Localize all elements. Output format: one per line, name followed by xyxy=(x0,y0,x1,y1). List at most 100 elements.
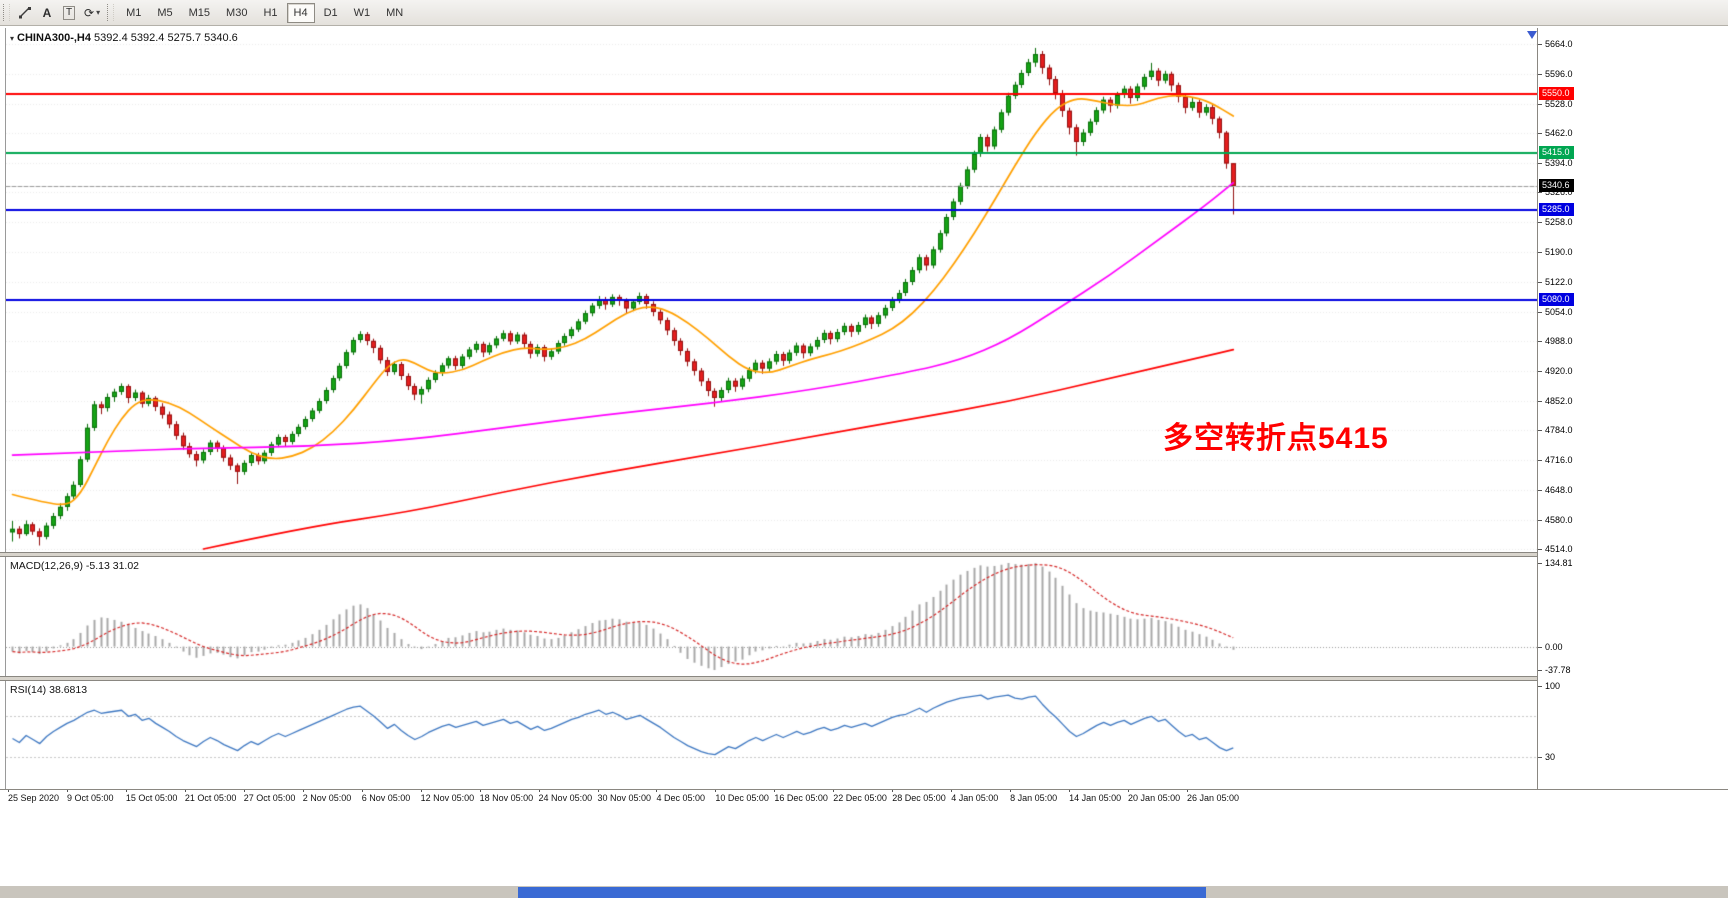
time-axis-label: 18 Nov 05:00 xyxy=(479,793,534,803)
trendline-tool-button[interactable] xyxy=(15,3,35,23)
rsi-panel-area[interactable] xyxy=(6,681,1537,789)
text-tool-button[interactable]: A xyxy=(37,3,57,23)
macd-axis-label: 0.00 xyxy=(1545,641,1563,652)
time-axis-label: 2 Nov 05:00 xyxy=(302,793,352,803)
axis-tick xyxy=(1538,73,1542,75)
axis-tick xyxy=(1538,103,1542,105)
axis-tick xyxy=(538,789,540,792)
time-axis-label: 20 Jan 05:00 xyxy=(1128,793,1181,803)
axis-tick xyxy=(1538,44,1542,45)
price-axis-label: 5462.0 xyxy=(1545,127,1573,138)
rsi-title: RSI(14) 38.6813 xyxy=(10,684,87,696)
axis-tick xyxy=(1538,549,1542,550)
axis-tick xyxy=(1538,686,1542,687)
panel-splitter[interactable] xyxy=(0,676,1728,681)
price-axis-label: 5190.0 xyxy=(1545,247,1573,258)
price-axis-label: 5664.0 xyxy=(1545,39,1573,49)
axis-tick xyxy=(1069,789,1071,792)
axis-tick xyxy=(1538,311,1542,313)
time-axis-label: 15 Oct 05:00 xyxy=(125,793,178,803)
price-axis-label: 4920.0 xyxy=(1545,365,1573,376)
panel-splitter[interactable] xyxy=(0,552,1728,557)
macd-value-main: -5.13 xyxy=(85,560,110,572)
axis-tick xyxy=(184,789,186,792)
axis-tick xyxy=(1538,162,1542,164)
macd-panel-area[interactable] xyxy=(6,557,1537,676)
axis-tick xyxy=(951,789,953,792)
axis-tick xyxy=(1538,563,1542,564)
macd-axis-label: 134.81 xyxy=(1545,558,1573,568)
time-axis-label: 9 Oct 05:00 xyxy=(66,793,114,803)
axis-tick xyxy=(1538,430,1542,432)
axis-tick xyxy=(1538,460,1542,462)
timeframe-m5-button[interactable]: M5 xyxy=(150,3,179,23)
toolbar-grip[interactable] xyxy=(107,4,115,21)
time-axis-label: 10 Dec 05:00 xyxy=(715,793,769,803)
timeframe-mn-button[interactable]: MN xyxy=(379,3,410,23)
timeframe-w1-button[interactable]: W1 xyxy=(347,3,378,23)
price-axis-label: 4852.0 xyxy=(1545,395,1573,406)
text-tool-label: A xyxy=(42,5,52,20)
timeframe-m30-button[interactable]: M30 xyxy=(219,3,254,23)
hline-price-badge: 5285.0 xyxy=(1539,203,1574,217)
scale-separator xyxy=(1537,28,1538,789)
rsi-axis-label: 30 xyxy=(1545,751,1556,762)
timeframe-h1-button[interactable]: H1 xyxy=(256,3,284,23)
timeframe-m1-button[interactable]: M1 xyxy=(119,3,148,23)
axis-tick xyxy=(833,789,835,792)
axis-tick xyxy=(420,789,422,792)
price-scale[interactable]: 5664.0 5596.0 5528.0 5462.0 5394.0 5326.0 5258… xyxy=(1537,28,1728,789)
price-axis-label: 5326.0 xyxy=(1545,187,1573,198)
price-axis-label: 5054.0 xyxy=(1545,306,1573,317)
collapse-triangle-icon[interactable]: ▾ xyxy=(10,34,15,43)
hline-price-badge: 5080.0 xyxy=(1539,293,1574,307)
price-axis-label: 4716.0 xyxy=(1545,455,1573,466)
axis-tick xyxy=(1538,192,1542,194)
timeframe-h4-button[interactable]: H4 xyxy=(286,2,315,23)
timeframe-m15-button[interactable]: M15 xyxy=(182,3,217,23)
label-tool-button[interactable]: T xyxy=(59,3,79,23)
time-axis-label: 4 Dec 05:00 xyxy=(656,793,705,803)
chart-shift-marker-icon[interactable] xyxy=(1527,31,1537,39)
axis-tick xyxy=(1538,370,1542,372)
time-axis-label: 8 Jan 05:00 xyxy=(1010,793,1058,803)
bottom-bar-highlight xyxy=(518,887,1206,898)
axis-tick xyxy=(479,789,481,792)
price-axis-label: 5122.0 xyxy=(1545,277,1573,287)
macd-value-signal: 31.02 xyxy=(112,560,140,572)
axis-tick xyxy=(302,789,304,792)
hline-price-badge: 5415.0 xyxy=(1539,146,1574,160)
axis-tick xyxy=(1538,400,1542,402)
axis-tick xyxy=(715,789,717,792)
price-axis-label: 5258.0 xyxy=(1545,217,1573,228)
price-axis-label: 5528.0 xyxy=(1545,98,1573,109)
axis-tick xyxy=(656,789,658,792)
axis-tick xyxy=(1538,520,1542,522)
time-axis-label: 4 Jan 05:00 xyxy=(951,793,999,803)
main-chart-area[interactable] xyxy=(6,28,1537,552)
axis-tick xyxy=(243,789,245,792)
cycles-tool-button[interactable]: ⟳ ▾ xyxy=(81,3,103,23)
toolbar-grip[interactable] xyxy=(3,4,10,21)
macd-label: MACD(12,26,9) xyxy=(10,560,83,572)
time-axis-label: 30 Nov 05:00 xyxy=(597,793,652,803)
price-axis-label: 4988.0 xyxy=(1545,335,1573,346)
time-axis-divider xyxy=(0,789,1728,790)
trendline-icon xyxy=(19,6,31,18)
time-scale[interactable]: 25 Sep 2020 9 Oct 05:00 15 Oct 05:00 21 Oct… xyxy=(0,789,1537,811)
timeframe-d1-button[interactable]: D1 xyxy=(317,3,345,23)
axis-tick xyxy=(1538,282,1542,283)
price-axis-label: 4514.0 xyxy=(1545,544,1573,554)
macd-axis-label: -37.78 xyxy=(1545,665,1571,675)
axis-tick xyxy=(1187,789,1188,792)
chart-title: ▾ CHINA300-,H4 5392.4 5392.4 5275.7 5340.… xyxy=(10,32,238,44)
hline-price-badge: 5550.0 xyxy=(1539,87,1574,101)
rsi-value: 38.6813 xyxy=(49,684,88,696)
axis-tick xyxy=(1538,252,1542,254)
axis-tick xyxy=(125,789,127,792)
price-axis-label: 4648.0 xyxy=(1545,485,1573,496)
time-axis-label: 16 Dec 05:00 xyxy=(774,793,828,803)
time-axis-label: 6 Nov 05:00 xyxy=(361,793,411,803)
toolbar: A T ⟳ ▾ M1 M5 M15 M30 H1 H4 D1 W1 MN xyxy=(0,0,1728,26)
axis-tick xyxy=(1128,789,1130,792)
